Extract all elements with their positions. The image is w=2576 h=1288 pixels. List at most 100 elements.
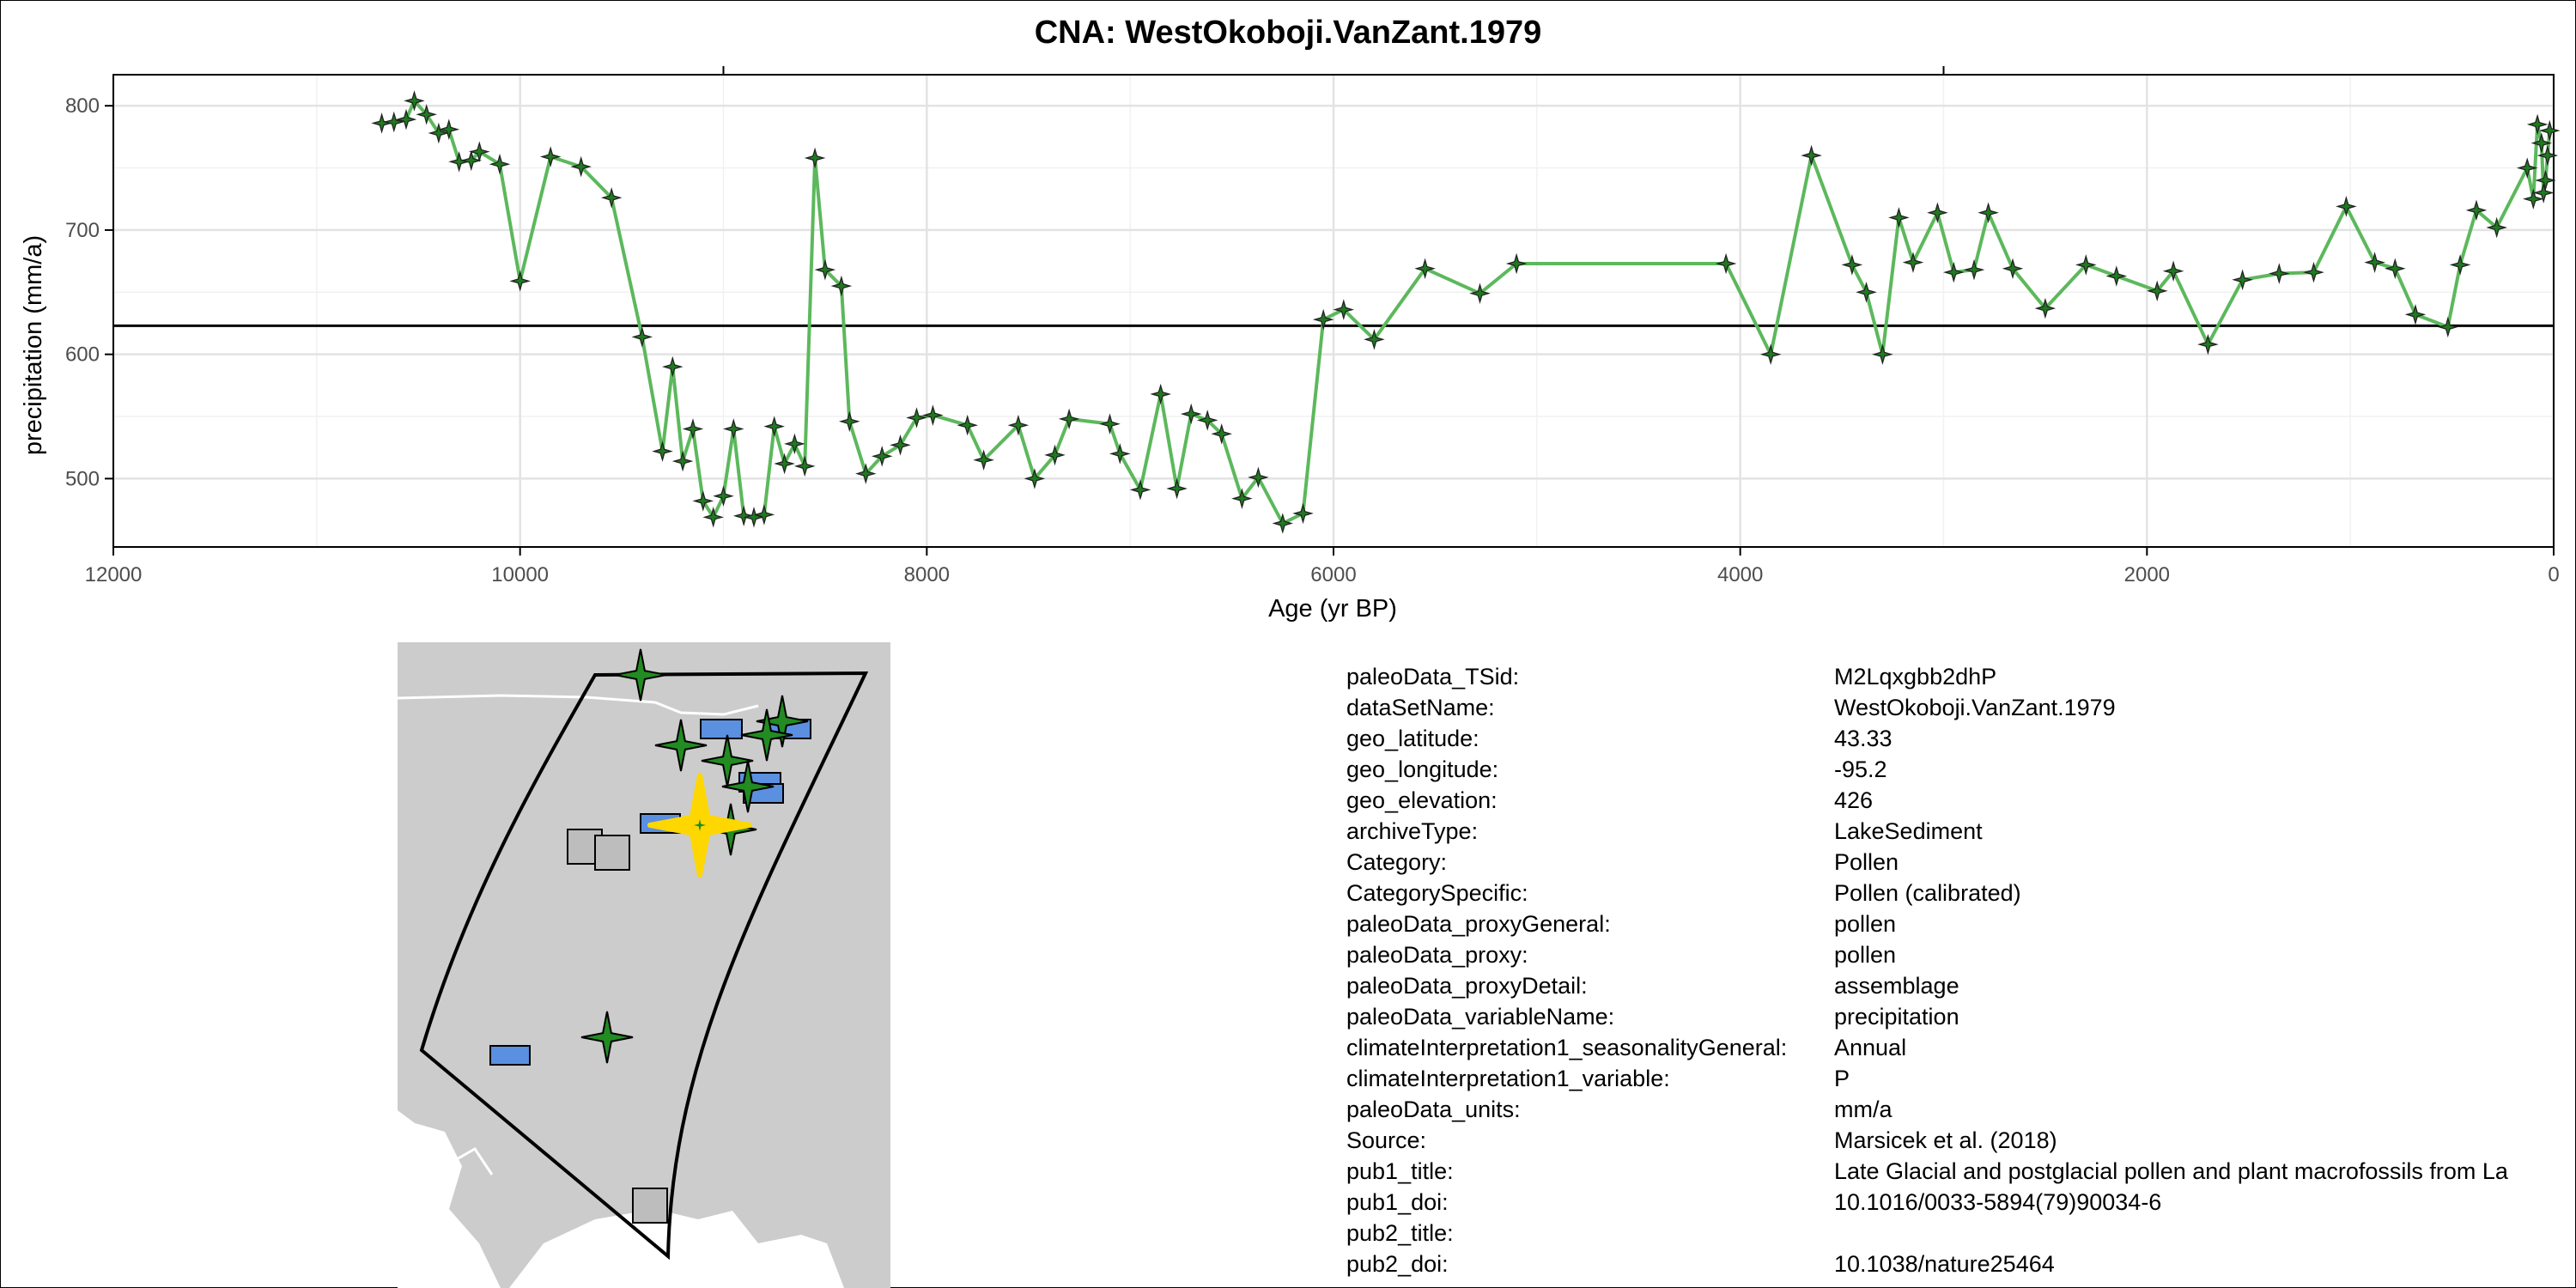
metadata-key: pub2_doi: [1346,1251,1449,1277]
metadata-key: geo_longitude: [1346,756,1499,782]
metadata-row: paleoData_units: mm/a [1346,1094,2508,1125]
data-point [1469,283,1491,305]
metadata-row: climateInterpretation1_variable: P [1346,1063,2508,1094]
data-point [1364,328,1385,350]
data-point [1007,414,1030,436]
data-point [383,111,405,133]
data-point [2105,265,2128,287]
data-point [2486,216,2508,239]
metadata-row: Source: Marsicek et al. (2018) [1346,1125,2508,1156]
data-point [1333,299,1355,320]
metadata-key: paleoData_proxy: [1346,942,1528,968]
data-point [2364,252,2385,273]
data-point [631,326,653,348]
data-point [702,506,725,528]
map-site-pollen [654,719,708,772]
data-point [1272,513,1294,534]
metadata-row: CategorySpecific: Pollen (calibrated) [1346,878,2508,908]
data-point [784,433,805,455]
data-point [1715,252,1737,275]
metadata-value: pollen [1834,942,1897,968]
data-point [906,407,927,428]
metadata-key: paleoData_variableName: [1346,1004,1615,1030]
data-point [1166,477,1188,500]
map-site-pollen [740,708,793,762]
metadata-key: paleoData_units: [1346,1097,1521,1122]
metadata-row: geo_elevation: 426 [1346,785,2508,816]
data-point [1963,258,1985,281]
metadata-row: paleoData_proxy: pollen [1346,939,2508,970]
data-point [1292,502,1314,525]
metadata-row: pub1_title: Late Glacial and postglacial … [1346,1156,2508,1187]
data-point [539,146,562,167]
data-point [1196,410,1218,431]
data-point [1211,422,1232,445]
data-point [723,418,744,440]
map-svg [398,642,890,1288]
data-point [1978,202,1999,223]
metadata-key: Source: [1346,1127,1427,1153]
metadata-value: M2Lqxgbb2dhP [1834,664,1997,690]
data-point [2336,196,2357,217]
metadata-value: 43.33 [1834,726,1893,751]
data-point [1841,254,1863,276]
map-border [398,694,759,716]
data-point [2437,316,2459,338]
data-point [2075,254,2097,276]
map-site-highlight-center [694,819,706,831]
data-point [774,453,795,475]
x-tick-label: 8000 [904,563,950,586]
data-point [814,258,836,281]
metadata-row: paleoData_TSid: M2Lqxgbb2dhP [1346,661,2508,692]
map-water [509,1209,844,1288]
data-point [600,186,623,209]
data-point [2449,254,2471,276]
data-point [838,410,860,433]
metadata-value: P [1834,1066,1850,1091]
data-point [2146,280,2168,302]
metadata-key: climateInterpretation1_variable: [1346,1066,1670,1091]
metadata-key: climateInterpretation1_seasonalityGenera… [1346,1035,1788,1060]
data-point [743,506,765,528]
y-tick-label: 700 [65,219,100,242]
data-point [404,90,425,112]
map-site-pollen [756,695,809,748]
data-point [1759,343,1782,365]
data-point [1099,413,1121,435]
data-point [1312,308,1334,331]
metadata-value: Annual [1834,1035,1907,1060]
data-point [2002,258,2024,280]
map-site-grey [594,835,630,871]
map-sites [489,648,811,1224]
data-point [2034,297,2057,319]
site-map [398,642,890,1288]
chart-title: CNA: WestOkoboji.VanZant.1979 [1035,15,1542,51]
metadata-value: 10.1016/0033-5894(79)90034-6 [1834,1189,2162,1215]
metadata-value: precipitation [1834,1004,1959,1030]
map-region-outline [419,671,869,1261]
metadata-row: Category: Pollen [1346,847,2508,878]
metadata-row: geo_longitude: -95.2 [1346,754,2508,785]
metadata-key: paleoData_proxyDetail: [1346,973,1588,999]
data-point [2268,263,2290,284]
data-point [2537,144,2559,167]
metadata-key: CategorySpecific: [1346,880,1528,906]
y-tick-label: 600 [65,343,100,367]
metadata-value: Pollen [1834,849,1899,875]
metadata-row: paleoData_proxyGeneral: pollen [1346,908,2508,939]
metadata-value: 426 [1834,787,1874,813]
data-point [1129,479,1151,501]
data-point [509,270,532,292]
metadata-row: pub2_doi: 10.1038/nature25464 [1346,1249,2508,1279]
metadata-value: WestOkoboji.VanZant.1979 [1834,695,2116,720]
data-point [395,108,417,131]
data-point [1109,443,1131,465]
data-point [957,414,979,436]
data-point [804,147,826,169]
metadata-value: Pollen (calibrated) [1834,880,2021,906]
x-tick-label: 10000 [491,563,549,586]
data-point [1248,466,1269,489]
metadata-table: paleoData_TSid: M2Lqxgbb2dhP dataSetName: W… [1346,661,2508,1279]
metadata-row: geo_latitude: 43.33 [1346,723,2508,754]
